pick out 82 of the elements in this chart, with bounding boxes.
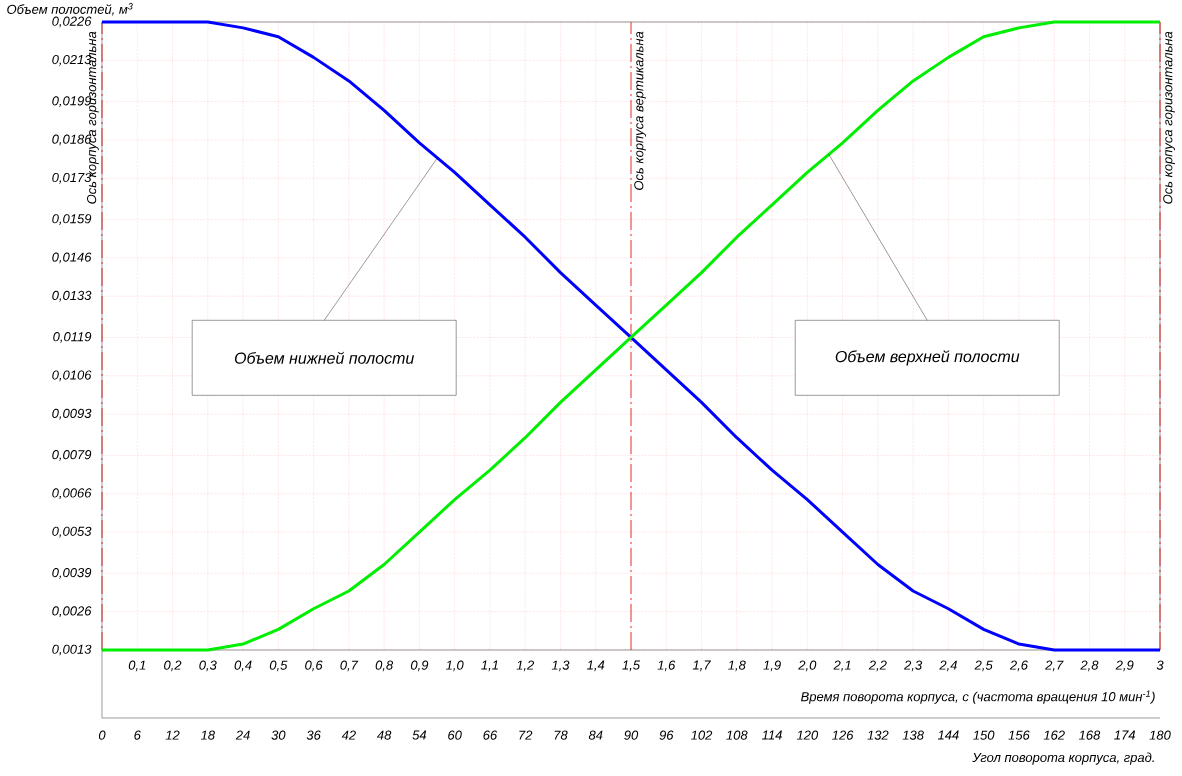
x-tick-label: 2,2	[868, 660, 887, 672]
x-axis-title: Время поворота корпуса, с (частота вращения 10 мин$^{-1}$)	[801, 690, 1155, 704]
x-tick-label: 2,6	[1009, 660, 1028, 672]
x2-tick-label: 60	[448, 730, 462, 740]
y-tick-label: 0,0093	[52, 408, 92, 420]
x2-tick-label: 150	[973, 730, 995, 740]
x2-tick-label: 36	[306, 730, 321, 740]
x2-tick-label: 132	[867, 730, 889, 740]
x-tick-label: 0,6	[305, 660, 323, 672]
x-tick-label: 2,0	[798, 660, 817, 672]
x-tick-label: 1,3	[551, 660, 570, 672]
x-tick-label: 1,0	[445, 660, 464, 672]
x-tick-label: 0,8	[375, 660, 394, 672]
x2-tick-label: 78	[554, 730, 568, 740]
x2-tick-label: 42	[341, 730, 356, 740]
x-tick-label: 1,5	[622, 660, 641, 672]
x2-tick-label: 102	[691, 730, 713, 740]
x-tick-label: 2,3	[904, 660, 923, 672]
y-tick-label: 0,0013	[52, 644, 92, 656]
y-tick-label: 0,0053	[52, 526, 92, 538]
x-tick-label: 2,1	[833, 660, 851, 672]
x2-tick-label: 174	[1114, 730, 1136, 740]
x2-tick-label: 168	[1078, 730, 1101, 740]
x2-tick-label: 108	[726, 730, 748, 740]
ref-line-label: Ось корпуса вертикальна	[634, 31, 646, 190]
y-tick-label: 0,0226	[52, 16, 92, 28]
x2-tick-label: 0	[98, 730, 106, 740]
annotation: Объем верхней полости	[835, 350, 1020, 366]
y-tick-label: 0,0159	[52, 214, 92, 225]
y-tick-label: 0,0133	[52, 290, 92, 302]
x2-tick-label: 72	[519, 730, 533, 740]
x2-tick-label: 48	[376, 730, 392, 740]
x-tick-label: 1,6	[657, 660, 676, 672]
x2-tick-label: 96	[659, 730, 674, 740]
x-tick-label: 0,2	[164, 660, 182, 672]
ref-line-label: Ось корпуса горизонтальна	[1163, 31, 1175, 204]
x2-tick-label: 180	[1149, 730, 1171, 740]
x-tick-label: 1,2	[516, 660, 535, 672]
x2-tick-label: 114	[762, 730, 782, 740]
x2-tick-label: 138	[902, 730, 924, 740]
x-tick-label: 0,3	[199, 660, 217, 672]
y-tick-label: 0,0106	[52, 370, 92, 382]
x-tick-label: 2,8	[1080, 660, 1099, 672]
x2-axis-title: Угол поворота корпуса, град.	[972, 752, 1154, 765]
y-tick-label: 0,0079	[52, 450, 92, 461]
y-tick-label: 0,0146	[52, 252, 92, 264]
x2-tick-label: 126	[832, 730, 854, 740]
x-tick-label: 2,9	[1115, 660, 1134, 672]
x-tick-label: 3	[1156, 660, 1164, 670]
x-tick-label: 1,8	[728, 660, 746, 672]
x2-tick-label: 90	[624, 730, 639, 740]
y-tick-label: 0,0119	[53, 332, 92, 343]
x2-tick-label: 54	[412, 730, 427, 740]
x2-tick-label: 24	[235, 730, 250, 740]
x-tick-label: 0,1	[128, 660, 146, 672]
x-tick-label: 1,9	[763, 660, 781, 672]
x-tick-label: 2,7	[1045, 660, 1064, 672]
x-tick-label: 0,4	[234, 660, 252, 672]
x2-tick-label: 18	[200, 730, 215, 740]
y-tick-label: 0,0039	[52, 567, 92, 579]
annotation: Объем нижней полости	[234, 351, 414, 364]
x2-tick-label: 6	[134, 730, 141, 740]
x-tick-label: 1,4	[587, 660, 605, 672]
x2-tick-label: 156	[1008, 730, 1030, 740]
x-tick-label: 1,7	[692, 660, 711, 672]
y-tick-label: 0,0186	[52, 134, 92, 146]
y-tick-label: 0,0066	[52, 488, 92, 500]
y-axis-title: Объем полостей, м$^{3}$	[7, 3, 133, 16]
x-tick-label: 2,5	[974, 660, 993, 672]
x2-tick-label: 120	[796, 730, 819, 740]
y-tick-label: 0,0026	[52, 606, 92, 618]
x2-tick-label: 12	[165, 730, 180, 740]
x2-tick-label: 144	[937, 730, 959, 740]
x-tick-label: 1,1	[481, 660, 498, 672]
x-tick-label: 0,9	[410, 660, 429, 672]
x2-tick-label: 30	[271, 730, 286, 740]
x-tick-label: 0,5	[269, 660, 288, 672]
x2-tick-label: 84	[588, 730, 603, 740]
x-tick-label: 2,4	[939, 660, 957, 672]
x2-tick-label: 66	[483, 730, 498, 740]
x2-tick-label: 162	[1043, 730, 1065, 740]
x-tick-label: 0,7	[340, 660, 359, 672]
